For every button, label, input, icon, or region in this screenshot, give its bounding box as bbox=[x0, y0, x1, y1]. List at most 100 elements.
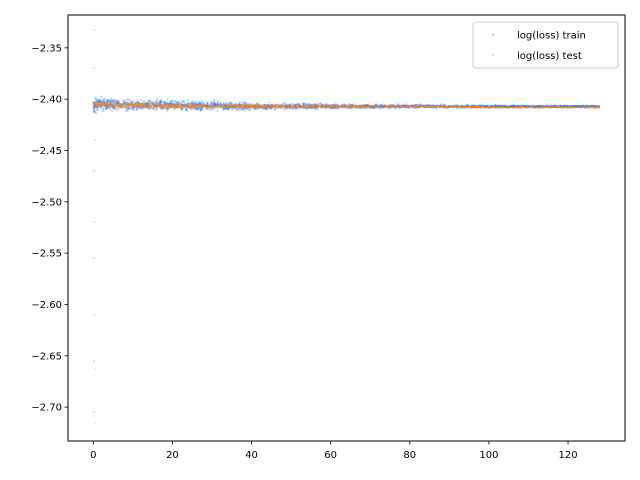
point bbox=[378, 105, 381, 108]
point bbox=[254, 104, 257, 107]
point bbox=[119, 103, 122, 106]
point bbox=[529, 106, 532, 109]
point bbox=[305, 105, 308, 108]
point bbox=[186, 105, 189, 108]
point bbox=[465, 105, 468, 108]
point bbox=[128, 102, 131, 105]
point bbox=[226, 105, 229, 108]
point bbox=[512, 105, 515, 108]
point bbox=[408, 107, 411, 110]
point bbox=[321, 105, 324, 108]
point bbox=[515, 105, 518, 108]
point bbox=[416, 105, 419, 108]
x-tick-label: 40 bbox=[245, 450, 258, 461]
point bbox=[379, 104, 382, 107]
point bbox=[557, 106, 560, 109]
point bbox=[167, 102, 170, 105]
point bbox=[589, 105, 592, 108]
point bbox=[387, 106, 390, 109]
point bbox=[418, 105, 421, 108]
point bbox=[177, 105, 179, 108]
point bbox=[241, 108, 244, 111]
point bbox=[489, 106, 492, 109]
point bbox=[136, 105, 139, 108]
point bbox=[465, 106, 468, 108]
point bbox=[157, 104, 160, 107]
point bbox=[258, 106, 261, 109]
point bbox=[367, 103, 370, 106]
point bbox=[514, 105, 517, 108]
point bbox=[401, 104, 404, 107]
point bbox=[467, 105, 470, 108]
point bbox=[531, 105, 534, 108]
point bbox=[96, 106, 99, 109]
point bbox=[174, 100, 177, 103]
point bbox=[345, 105, 348, 108]
point bbox=[247, 102, 250, 105]
point bbox=[462, 106, 465, 109]
point bbox=[575, 106, 578, 109]
point bbox=[537, 105, 540, 108]
point bbox=[236, 105, 239, 108]
point bbox=[396, 105, 399, 108]
point bbox=[579, 105, 582, 108]
point bbox=[349, 103, 352, 106]
point bbox=[191, 108, 194, 111]
point bbox=[592, 105, 595, 108]
point bbox=[365, 104, 368, 107]
point bbox=[381, 104, 384, 107]
point bbox=[140, 105, 143, 108]
point bbox=[201, 104, 204, 107]
point bbox=[421, 105, 424, 108]
point bbox=[535, 105, 538, 108]
point bbox=[517, 106, 519, 109]
point bbox=[562, 105, 565, 108]
point bbox=[421, 105, 424, 108]
point bbox=[448, 106, 451, 109]
point bbox=[476, 105, 479, 108]
point bbox=[511, 105, 514, 108]
point bbox=[155, 106, 158, 109]
point bbox=[576, 105, 578, 108]
point bbox=[136, 101, 139, 104]
point bbox=[301, 105, 304, 108]
point bbox=[390, 105, 393, 108]
point bbox=[159, 99, 162, 102]
point bbox=[143, 103, 146, 106]
point bbox=[362, 106, 364, 109]
point bbox=[174, 107, 177, 110]
point bbox=[441, 105, 444, 108]
point bbox=[388, 106, 391, 109]
point bbox=[310, 104, 313, 107]
point bbox=[394, 105, 397, 108]
point bbox=[365, 105, 368, 107]
point bbox=[114, 102, 117, 105]
point bbox=[435, 104, 438, 107]
point bbox=[174, 104, 177, 107]
point bbox=[113, 105, 116, 108]
point bbox=[313, 105, 316, 108]
point bbox=[226, 107, 229, 110]
point bbox=[486, 105, 489, 108]
point bbox=[181, 103, 184, 106]
point bbox=[595, 105, 598, 108]
point bbox=[184, 105, 187, 108]
point bbox=[378, 105, 381, 108]
point bbox=[551, 105, 554, 108]
point bbox=[230, 100, 233, 103]
point bbox=[524, 105, 527, 108]
point bbox=[305, 103, 308, 106]
point bbox=[278, 105, 281, 107]
point bbox=[364, 105, 366, 108]
point bbox=[566, 105, 569, 108]
point bbox=[175, 101, 178, 104]
point bbox=[202, 102, 205, 105]
point bbox=[196, 104, 199, 107]
point bbox=[528, 105, 531, 108]
point bbox=[112, 102, 115, 105]
point bbox=[197, 103, 200, 106]
point bbox=[512, 105, 515, 108]
point bbox=[211, 108, 214, 111]
point bbox=[213, 103, 216, 106]
point bbox=[235, 107, 238, 110]
